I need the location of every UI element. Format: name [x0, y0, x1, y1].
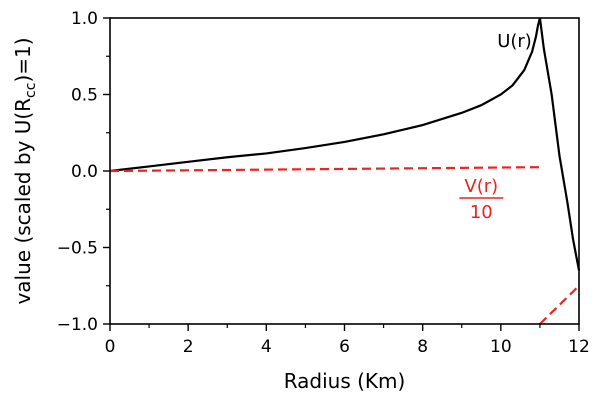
v-r-numerator: V(r) [464, 176, 498, 197]
plot-lines [109, 17, 581, 325]
y-tick-label: 0.0 [71, 162, 98, 182]
plot-frame [109, 17, 580, 325]
y-tick-label: −0.5 [57, 239, 98, 259]
u-annotation: U(r) [497, 31, 532, 52]
x-tick-label: 4 [261, 337, 272, 357]
x-tick-label: 6 [339, 337, 350, 357]
x-axis-label: Radius (Km) [284, 369, 406, 393]
axis-ticks: 0 2 4 6 8 10 12 −1.0 −0.5 0.0 0.5 1.0 [57, 9, 590, 357]
y-tick-label: 0.5 [71, 86, 98, 106]
u-r-label: U(r) [497, 31, 532, 52]
x-tick-label: 12 [568, 337, 590, 357]
y-axis-label-end: )=1) [11, 37, 35, 82]
y-axis-label: value (scaled by U(Rcc)=1) [11, 37, 39, 304]
x-tick-label: 10 [490, 337, 512, 357]
v-annotation: V(r) 10 [459, 176, 504, 223]
x-tick-label: 2 [183, 337, 194, 357]
y-axis-label-subscript: cc [23, 83, 39, 98]
series-line-0 [109, 17, 581, 271]
x-tick-label: 0 [105, 337, 116, 357]
y-axis-label-main: value (scaled by U(R [11, 98, 35, 305]
v-r-denominator: 10 [470, 202, 493, 223]
x-tick-label: 8 [417, 337, 428, 357]
series-line-2 [539, 284, 580, 325]
series-line-1 [109, 166, 540, 173]
y-tick-label: 1.0 [71, 9, 98, 29]
y-tick-label: −1.0 [57, 315, 98, 335]
